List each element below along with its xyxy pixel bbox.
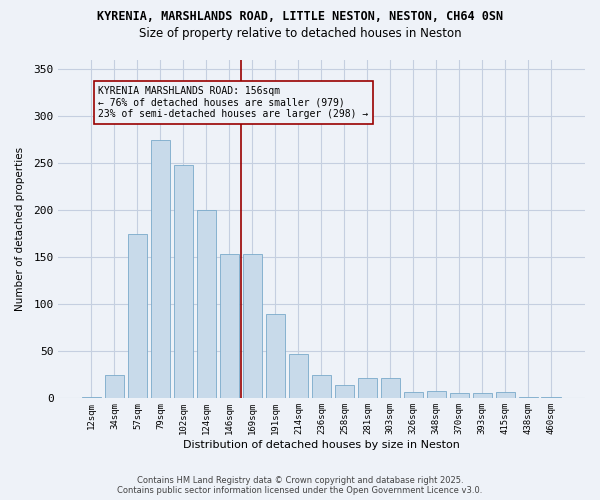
Bar (220, 254, 239, 398)
Y-axis label: Number of detached properties: Number of detached properties (15, 147, 25, 311)
Bar (380, 378, 400, 398)
Bar (151, 140, 170, 398)
Bar (128, 234, 147, 398)
Bar (518, 397, 538, 398)
Text: KYRENIA, MARSHLANDS ROAD, LITTLE NESTON, NESTON, CH64 0SN: KYRENIA, MARSHLANDS ROAD, LITTLE NESTON,… (97, 10, 503, 23)
Bar (266, 314, 285, 398)
X-axis label: Distribution of detached houses by size in Neston: Distribution of detached houses by size … (183, 440, 460, 450)
Bar (358, 378, 377, 398)
Bar (242, 254, 262, 398)
Bar (289, 354, 308, 398)
Bar (541, 397, 561, 398)
Bar (473, 394, 492, 398)
Bar (427, 390, 446, 398)
Text: Size of property relative to detached houses in Neston: Size of property relative to detached ho… (139, 28, 461, 40)
Text: Contains HM Land Registry data © Crown copyright and database right 2025.
Contai: Contains HM Land Registry data © Crown c… (118, 476, 482, 495)
Bar (105, 374, 124, 398)
Bar (82, 397, 101, 398)
Bar (449, 394, 469, 398)
Bar (496, 392, 515, 398)
Text: KYRENIA MARSHLANDS ROAD: 156sqm
← 76% of detached houses are smaller (979)
23% o: KYRENIA MARSHLANDS ROAD: 156sqm ← 76% of… (98, 86, 368, 120)
Bar (173, 165, 193, 398)
Bar (311, 374, 331, 398)
Bar (404, 392, 423, 398)
Bar (197, 210, 216, 398)
Bar (335, 385, 354, 398)
